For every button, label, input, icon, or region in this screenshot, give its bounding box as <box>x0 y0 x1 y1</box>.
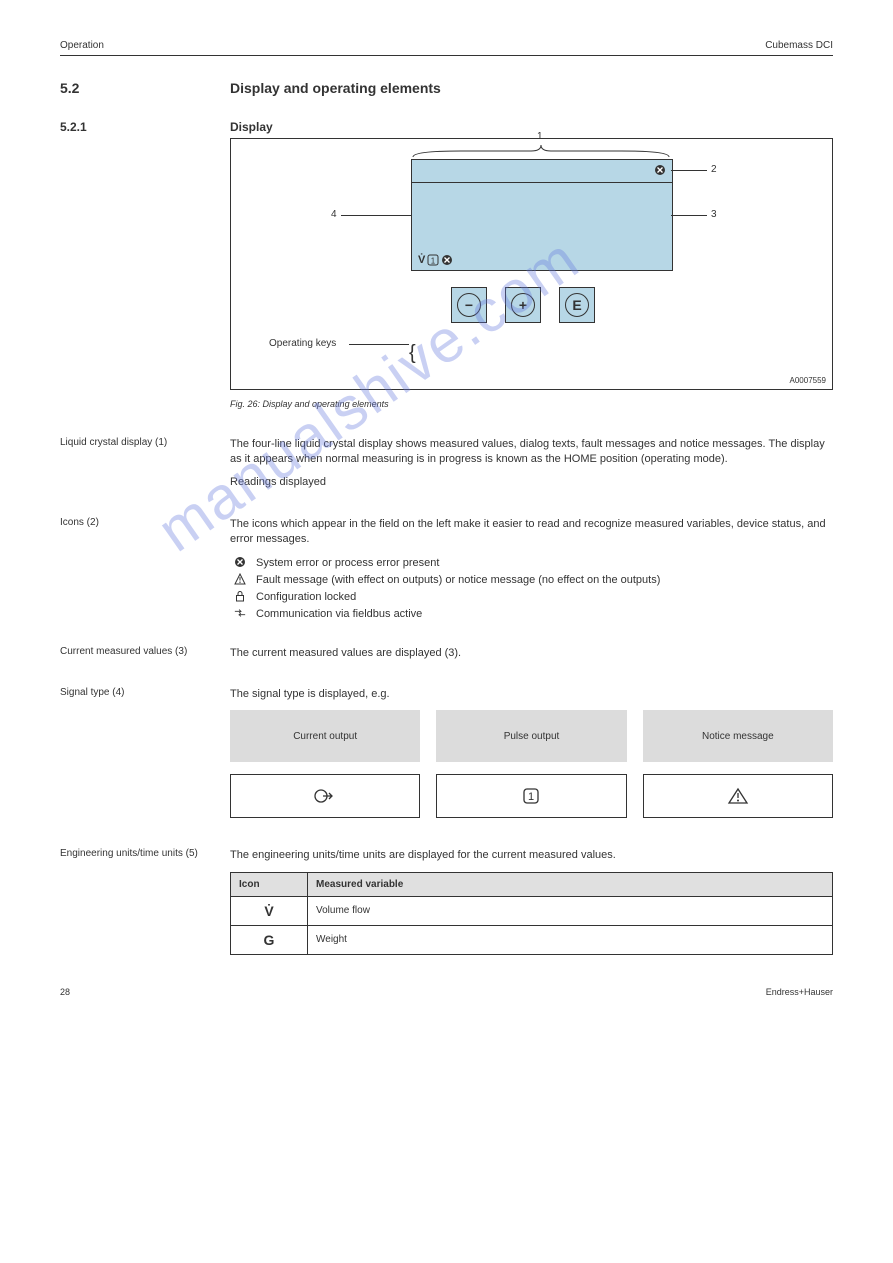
notice-icon <box>643 774 833 818</box>
page-header: Operation Cubemass DCI <box>60 40 833 56</box>
callout-4: 4 <box>331 209 337 220</box>
lock-icon <box>230 590 250 605</box>
table-row: V̇ Volume flow <box>231 896 833 925</box>
signal-row-icons: 1 <box>230 774 833 818</box>
plus-key[interactable]: + <box>505 287 541 323</box>
warning-icon <box>230 573 250 588</box>
error-icon <box>230 556 250 571</box>
table-cell-sym: V̇ <box>231 896 308 925</box>
item2-text1: The icons which appear in the field on t… <box>230 517 833 548</box>
minus-key[interactable]: − <box>451 287 487 323</box>
output-icon <box>230 774 420 818</box>
sig-head: Current output <box>230 710 420 762</box>
svg-text:1: 1 <box>528 791 534 803</box>
item1-text2: Readings displayed <box>230 475 833 490</box>
comm-icon <box>230 607 250 622</box>
footer-doc: Endress+Hauser <box>766 987 833 997</box>
item1-text1: The four-line liquid crystal display sho… <box>230 437 833 468</box>
sig-head: Pulse output <box>436 710 626 762</box>
table-head: Icon <box>231 872 308 896</box>
item2-head: Icons (2) <box>60 517 230 528</box>
icon-text: System error or process error present <box>250 557 439 569</box>
icon-text: Fault message (with effect on outputs) o… <box>250 574 660 586</box>
section-number: 5.2 <box>60 80 230 96</box>
operating-keys: − + E <box>451 287 812 323</box>
diagram-code: A0007559 <box>790 376 826 385</box>
item3-head: Current measured values (3) <box>60 646 230 657</box>
page-number: 28 <box>60 987 70 997</box>
device-diagram: 1 V̇ 1 2 <box>230 138 833 390</box>
lcd-bottom-symbols: V̇ 1 <box>418 254 453 266</box>
item5-text: The engineering units/time units are dis… <box>230 848 833 863</box>
pulse-icon: 1 <box>436 774 626 818</box>
callout-1: 1 <box>537 131 543 142</box>
signal-row-heads: Current output Pulse output Notice messa… <box>230 710 833 762</box>
header-right: Cubemass DCI <box>765 40 833 51</box>
icon-text: Communication via fieldbus active <box>250 608 422 620</box>
subsection-number: 5.2.1 <box>60 120 230 134</box>
figure-caption: Fig. 26: Display and operating elements <box>230 398 833 411</box>
error-icon <box>654 164 666 179</box>
page-footer: 28 Endress+Hauser <box>60 987 833 997</box>
icon-list: System error or process error present Fa… <box>230 556 833 622</box>
brace-icon: { <box>409 342 416 365</box>
item3-text: The current measured values are displaye… <box>230 646 833 661</box>
variable-table: Icon Measured variable V̇ Volume flow G … <box>230 872 833 955</box>
lcd-screen: V̇ 1 <box>411 159 673 271</box>
callout-2: 2 <box>711 164 717 175</box>
table-head: Measured variable <box>308 872 833 896</box>
table-cell: Volume flow <box>308 896 833 925</box>
header-left: Operation <box>60 40 104 51</box>
item4-head: Signal type (4) <box>60 687 230 698</box>
callout-3: 3 <box>711 209 717 220</box>
table-cell-sym: G <box>231 925 308 954</box>
table-cell: Weight <box>308 925 833 954</box>
section-title: Display and operating elements <box>230 80 833 96</box>
enter-key[interactable]: E <box>559 287 595 323</box>
svg-text:1: 1 <box>431 257 436 266</box>
item1-head: Liquid crystal display (1) <box>60 437 230 448</box>
item4-text: The signal type is displayed, e.g. <box>230 687 833 702</box>
subsection-title: Display <box>230 120 833 134</box>
item5-head: Engineering units/time units (5) <box>60 848 230 859</box>
op-keys-label: Operating keys <box>269 338 336 349</box>
icon-text: Configuration locked <box>250 591 356 603</box>
sig-head: Notice message <box>643 710 833 762</box>
table-row: G Weight <box>231 925 833 954</box>
